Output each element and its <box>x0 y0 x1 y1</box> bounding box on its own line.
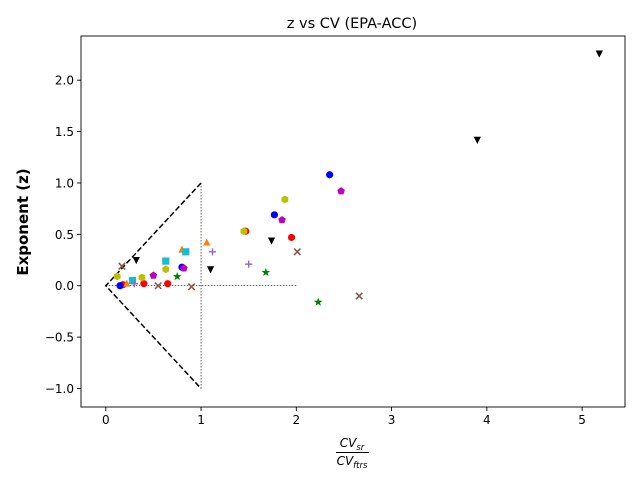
y-tick-label: 0.5 <box>55 228 74 242</box>
point-triangle-down-marker <box>132 257 140 265</box>
data-point <box>132 257 140 265</box>
data-point <box>123 279 131 287</box>
point-triangle-down-marker <box>206 266 215 274</box>
data-point <box>208 248 217 256</box>
data-point <box>355 292 363 300</box>
x-axis-label: CVsr CVftrs <box>336 436 369 471</box>
data-point <box>206 266 215 274</box>
data-point <box>187 282 196 291</box>
y-tick-label: −1.0 <box>45 382 74 396</box>
point-square-marker <box>182 248 190 256</box>
x-tick-label: 0 <box>102 413 110 427</box>
data-point <box>270 211 278 219</box>
x-tick-label: 1 <box>197 413 205 427</box>
data-point <box>326 171 334 179</box>
point-triangle-up-marker <box>123 279 131 287</box>
data-point <box>281 195 289 204</box>
data-point <box>118 262 126 270</box>
point-star-marker <box>261 267 271 277</box>
point-circle-marker <box>140 280 148 288</box>
x-tick-label: 3 <box>388 413 396 427</box>
data-point <box>162 257 170 265</box>
point-triangle-down-marker <box>267 237 276 245</box>
y-tick-label: 2.0 <box>55 74 74 88</box>
data-point <box>172 271 182 281</box>
y-tick-label: 1.0 <box>55 176 74 190</box>
data-point <box>164 280 172 288</box>
x-label-numerator: CVsr <box>340 436 365 453</box>
data-point <box>293 248 302 256</box>
data-point <box>203 238 211 246</box>
point-square-marker <box>162 257 170 265</box>
point-x-stroke <box>118 262 126 270</box>
point-pentagon-marker <box>180 264 188 272</box>
point-circle-marker <box>164 280 172 288</box>
point-x-stroke <box>154 281 162 290</box>
point-circle-marker <box>287 233 296 242</box>
data-point <box>337 187 345 195</box>
point-hexagon-marker <box>138 273 146 282</box>
data-point <box>149 271 158 279</box>
data-point <box>113 272 121 281</box>
point-square-marker <box>128 276 137 285</box>
y-axis-label: Exponent (z) <box>14 168 32 275</box>
axes-frame <box>80 35 626 408</box>
point-hexagon-marker <box>113 272 121 281</box>
point-triangle-down-marker <box>595 50 603 58</box>
point-x-stroke <box>187 282 196 291</box>
y-tick-label: −0.5 <box>45 331 74 345</box>
chart-title: z vs CV (EPA-ACC) <box>287 16 417 32</box>
x-tick-label: 2 <box>292 413 300 427</box>
point-x-stroke <box>293 248 302 256</box>
point-hexagon-marker <box>240 227 248 236</box>
point-pentagon-marker <box>149 271 158 279</box>
data-point <box>130 280 138 288</box>
x-label-denominator: CVftrs <box>337 454 368 471</box>
data-point <box>287 233 296 242</box>
data-point <box>180 264 188 272</box>
data-point <box>267 237 276 245</box>
plot-area: 0 1 2 3 4 5 −1.0 −0.5 0.0 0.5 1.0 1.5 2.0 <box>45 35 626 427</box>
data-point <box>261 267 271 277</box>
data-point <box>128 276 137 285</box>
data-point <box>154 281 162 290</box>
data-point <box>473 136 481 144</box>
data-point <box>182 248 190 256</box>
data-point <box>245 260 253 268</box>
point-star-marker <box>172 271 182 281</box>
point-star-marker <box>313 297 323 306</box>
data-point <box>595 50 603 58</box>
data-point <box>162 265 170 274</box>
point-circle-marker <box>116 282 124 290</box>
point-hexagon-marker <box>162 265 170 274</box>
data-point <box>313 297 323 306</box>
data-point <box>116 282 124 290</box>
point-pentagon-marker <box>278 215 286 224</box>
x-tick-label: 4 <box>483 413 491 427</box>
data-point <box>278 215 286 224</box>
data-point <box>140 280 148 288</box>
point-triangle-up-marker <box>203 238 211 246</box>
data-point <box>138 273 146 282</box>
data-point <box>240 227 248 236</box>
x-tick-label: 5 <box>578 413 586 427</box>
point-x-stroke <box>355 292 363 300</box>
point-hexagon-marker <box>281 195 289 204</box>
point-circle-marker <box>270 211 278 219</box>
y-tick-label: 1.5 <box>55 125 74 139</box>
point-pentagon-marker <box>337 187 345 195</box>
point-triangle-down-marker <box>473 136 481 144</box>
point-circle-marker <box>326 171 334 179</box>
y-tick-label: 0.0 <box>55 279 74 293</box>
